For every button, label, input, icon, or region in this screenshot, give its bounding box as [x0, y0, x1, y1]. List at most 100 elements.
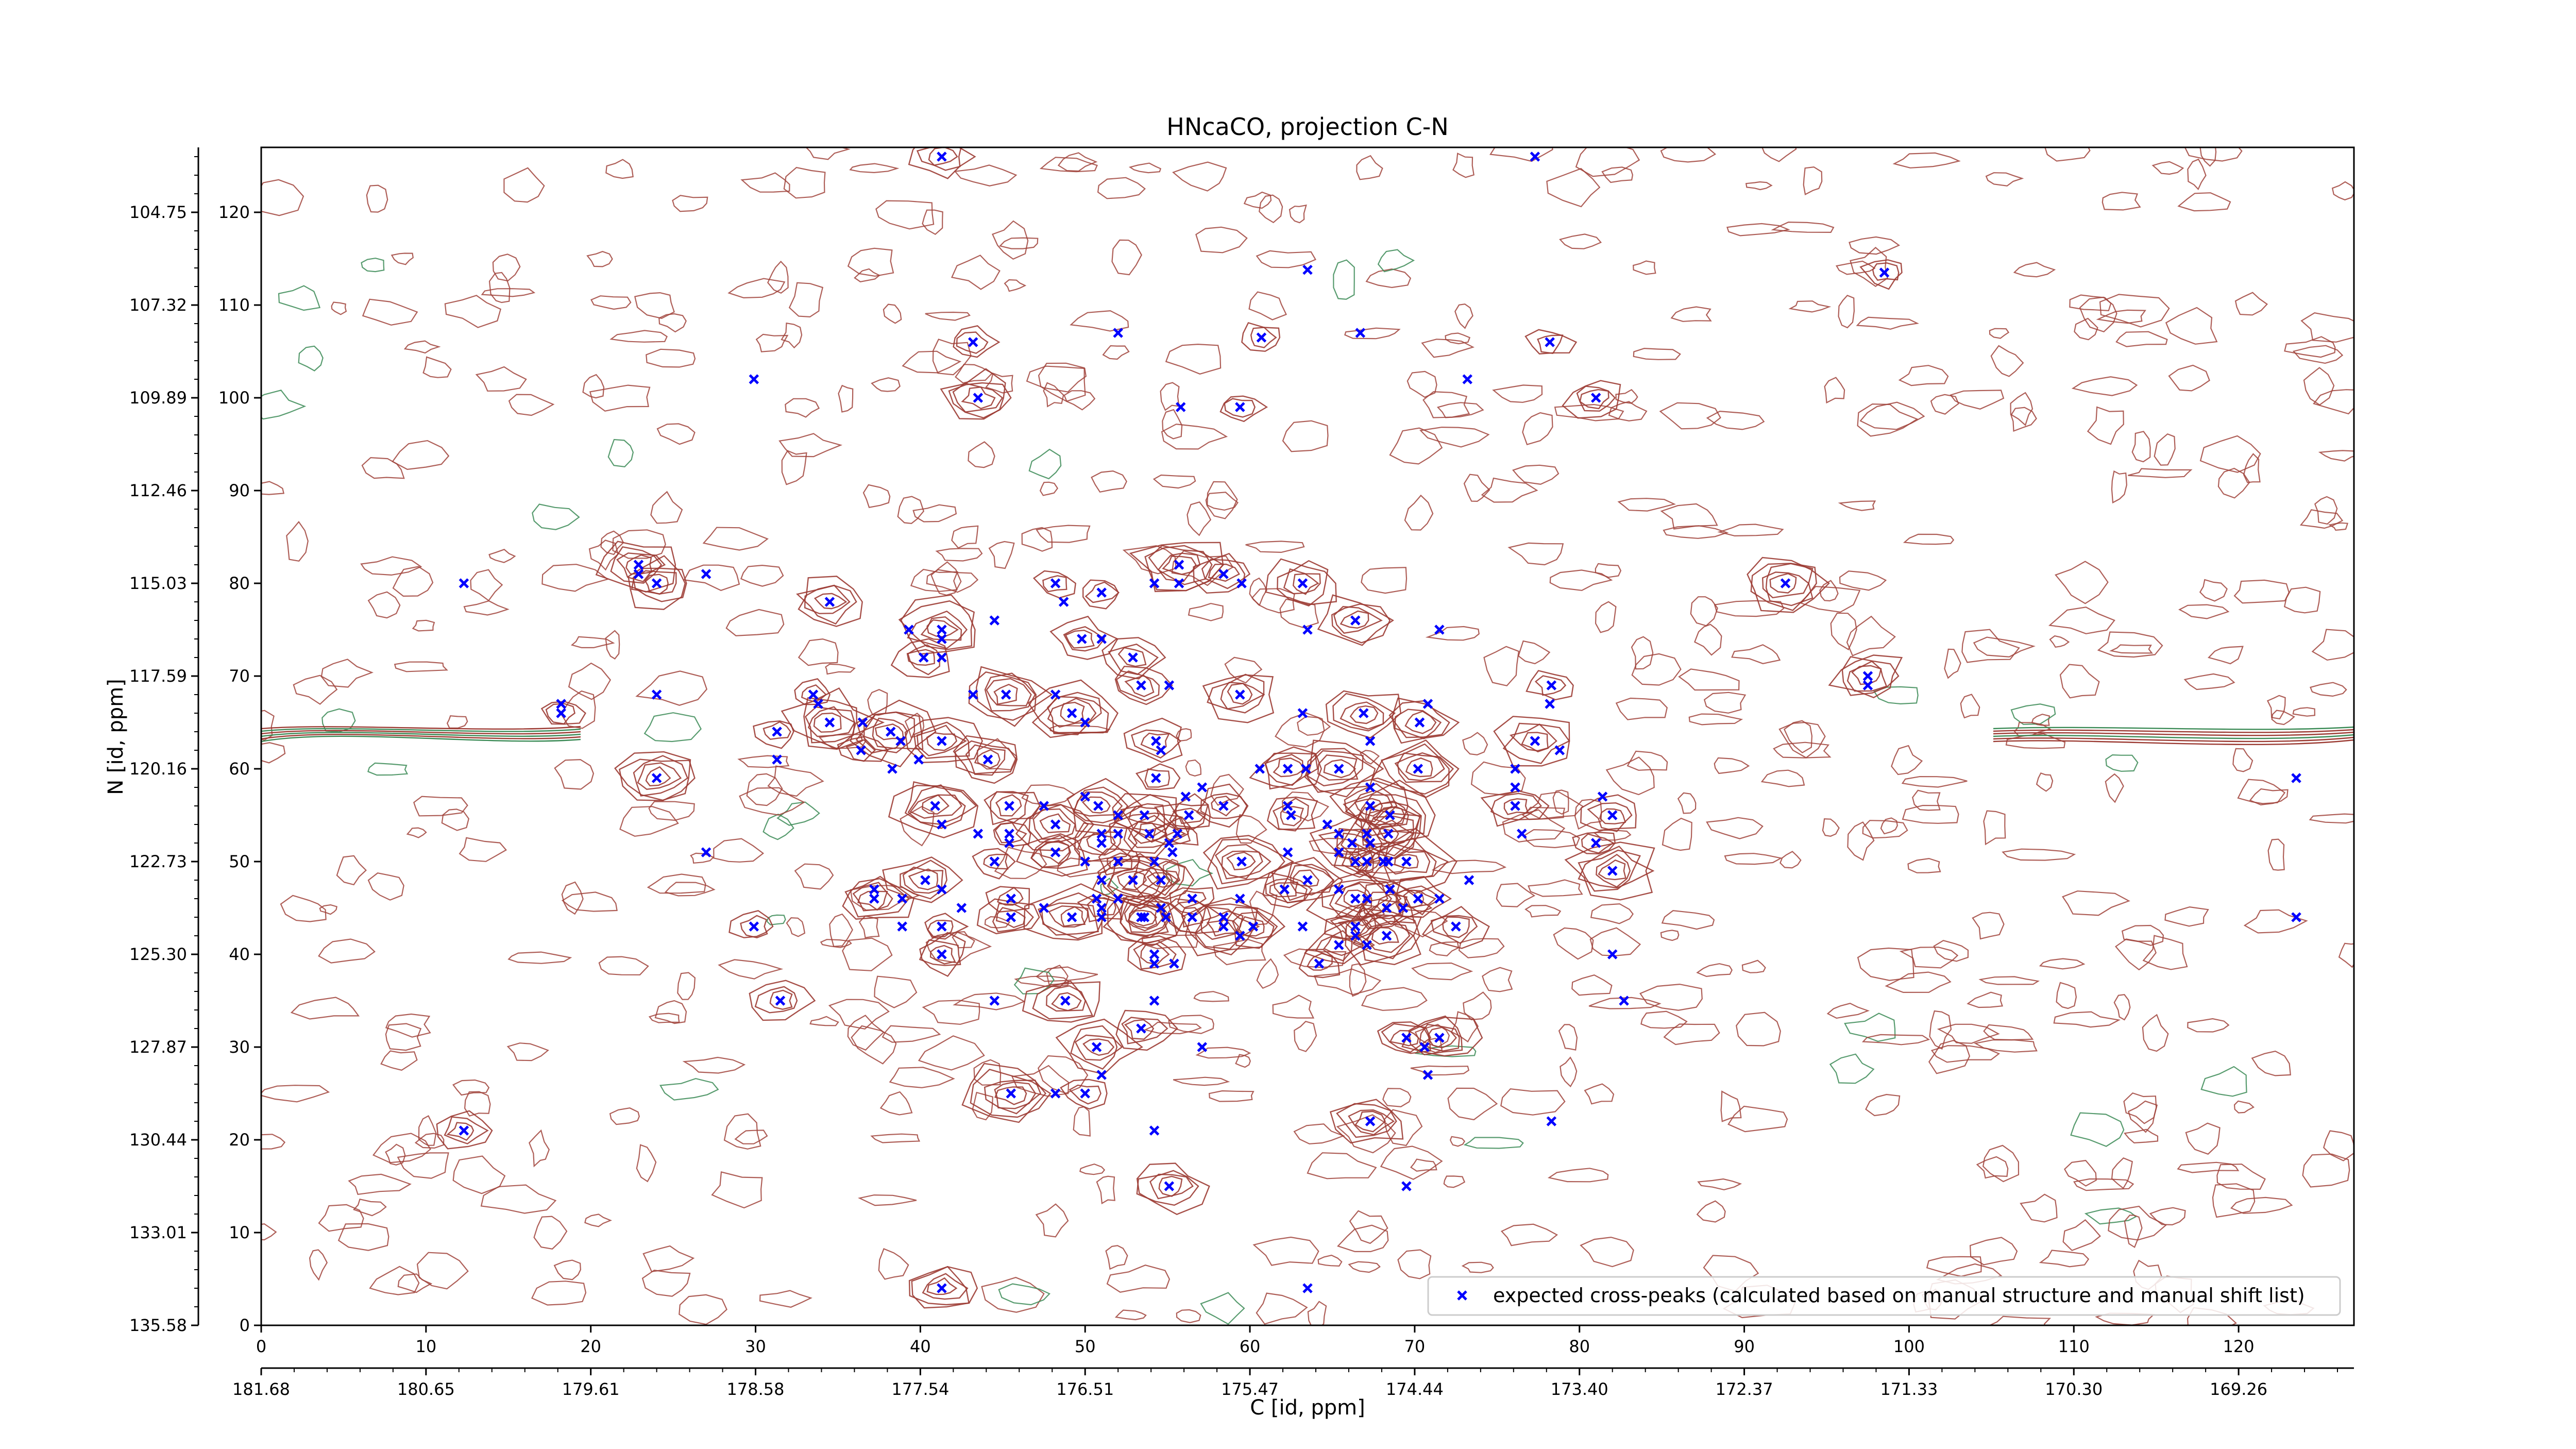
noise-contour — [783, 166, 826, 199]
peak-contour — [1032, 570, 1076, 599]
peak-contour — [1101, 637, 1166, 680]
noise-contour — [319, 904, 337, 915]
peak-contour — [916, 147, 962, 171]
peak-contour — [1265, 558, 1337, 605]
peak-contour — [1039, 813, 1071, 833]
cross-peak-point — [1091, 894, 1102, 904]
noise-contour — [2055, 561, 2109, 604]
cross-peak-point — [1401, 1181, 1412, 1191]
peak-marker-stroke-b — [1187, 894, 1197, 904]
peak-contour — [1292, 573, 1319, 595]
peak-contour — [922, 1273, 969, 1300]
noise-contour — [362, 298, 418, 326]
peak-contour — [1108, 643, 1159, 675]
peak-marker-stroke-b — [1419, 1042, 1430, 1052]
noise-contour — [1422, 391, 1470, 418]
noise-contour — [2313, 389, 2354, 415]
peak-marker-stroke-b — [1434, 894, 1445, 904]
cross-peak-point — [1334, 764, 1344, 774]
peak-marker-stroke-b — [1156, 903, 1166, 913]
peak-contour — [1335, 832, 1369, 853]
cross-peak-point — [772, 754, 782, 765]
noise-contour — [1187, 501, 1212, 536]
cross-peak-point — [1113, 894, 1123, 904]
noise-contour — [1462, 732, 1488, 756]
cross-peak-point — [556, 708, 566, 718]
noise-contour — [2108, 1205, 2167, 1241]
cross-peak-point — [1139, 810, 1150, 820]
peak-contour — [625, 554, 653, 575]
noise-contour — [1714, 600, 1785, 617]
peak-marker-stroke-b — [1334, 940, 1344, 950]
noise-contour — [1393, 909, 1448, 938]
noise-contour — [2005, 733, 2066, 749]
edge-ridge-left — [261, 726, 581, 730]
peak-marker-stroke-b — [2291, 912, 2301, 922]
peak-contour — [968, 671, 1037, 721]
peak-marker-stroke-b — [1136, 1023, 1146, 1034]
noise-contour — [1122, 545, 1177, 575]
peak-marker-stroke-b — [1113, 328, 1123, 338]
peak-contour — [813, 712, 842, 733]
peak-contour — [1200, 793, 1248, 819]
cross-peak-point — [1545, 699, 1555, 709]
peak-contour — [1503, 798, 1529, 815]
noise-contour — [1937, 1023, 2000, 1044]
peak-marker-stroke-b — [749, 374, 759, 384]
peak-contour — [907, 610, 968, 649]
cross-peak-point — [1169, 958, 1179, 969]
noise-contour — [1885, 971, 1952, 993]
noise-contour — [2013, 262, 2056, 278]
noise-contour — [1294, 1020, 1317, 1052]
noise-contour — [1382, 1088, 1412, 1107]
cross-peak-point — [1365, 801, 1376, 811]
noise-contour — [392, 440, 450, 470]
peak-contour — [975, 666, 1053, 727]
noise-contour — [1207, 481, 1238, 519]
noise-contour — [1336, 1114, 1396, 1154]
peak-contour — [986, 678, 1032, 706]
cross-peak-point — [1334, 829, 1344, 839]
noise-contour — [1589, 927, 1641, 956]
peak-contour — [1493, 716, 1570, 767]
noise-contour — [1205, 492, 1239, 511]
peak-marker-stroke-b — [1297, 578, 1308, 588]
peak-contour — [1133, 940, 1177, 970]
y-tick-label: 80 — [229, 574, 250, 593]
noise-contour — [1724, 853, 1783, 865]
noise-contour — [1522, 412, 1553, 446]
peak-contour — [1872, 262, 1900, 281]
noise-contour — [397, 1273, 433, 1293]
noise-contour — [1727, 1105, 1788, 1133]
cross-peak-point — [1113, 810, 1123, 820]
peak-contour — [1340, 806, 1422, 865]
edge-ridge-right — [1993, 731, 2354, 736]
noise-contour — [1731, 644, 1781, 664]
peak-contour — [1047, 698, 1097, 728]
noise-contour — [261, 179, 304, 216]
peak-contour — [1128, 905, 1158, 929]
cross-peak-point — [1174, 578, 1184, 588]
peak-marker-stroke-b — [1004, 829, 1014, 839]
noise-contour — [778, 433, 843, 458]
peak-marker-stroke-b — [1302, 625, 1313, 635]
peak-marker-stroke-b — [1362, 829, 1372, 839]
noise-contour — [1492, 384, 1543, 403]
cross-peak-point — [1006, 912, 1016, 922]
noise-contour — [403, 340, 441, 354]
peak-marker-stroke-b — [1401, 1033, 1412, 1043]
noise-contour — [481, 288, 536, 297]
noise-contour — [2243, 909, 2308, 934]
peak-marker-stroke-b — [1590, 393, 1601, 403]
noise-contour — [746, 773, 783, 806]
peak-marker-stroke-b — [1136, 680, 1146, 690]
peak-marker-stroke-b — [1413, 764, 1423, 774]
peak-contour — [1142, 867, 1181, 896]
cross-peak-point — [937, 625, 947, 635]
peak-marker-stroke-b — [1530, 736, 1540, 746]
legend: expected cross-peaks (calculated based o… — [1427, 1276, 2341, 1316]
noise-contour — [1411, 962, 1473, 981]
noise-contour — [1902, 804, 1959, 824]
peak-contour — [1371, 739, 1460, 795]
peak-contour — [1828, 654, 1903, 699]
